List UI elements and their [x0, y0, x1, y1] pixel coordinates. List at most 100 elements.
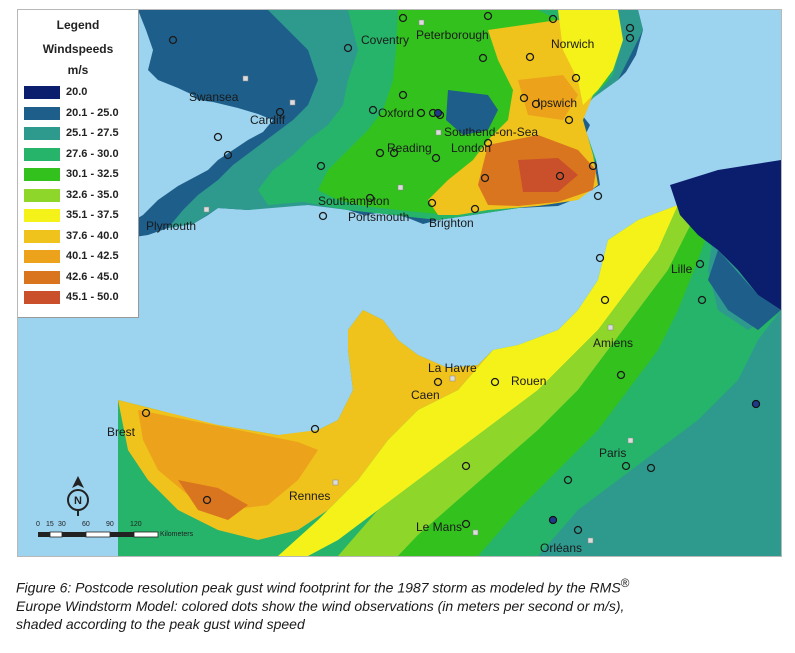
- observation-dot: [141, 408, 151, 418]
- city-marker: [397, 184, 404, 191]
- city-label-norwich: Norwich: [551, 37, 595, 51]
- legend-label: 37.6 - 40.0: [66, 229, 119, 242]
- observation-dot: [564, 115, 574, 125]
- map-canvas: [18, 10, 781, 556]
- caption-line-3: shaded according to the peak gust wind s…: [16, 615, 305, 632]
- caption-registered-mark: ®: [620, 577, 630, 590]
- legend-swatch: [24, 209, 60, 222]
- observation-dot: [595, 253, 605, 263]
- city-label-swansea: Swansea: [189, 90, 239, 104]
- city-marker: [435, 129, 442, 136]
- legend-row: 37.6 - 40.0: [24, 229, 136, 244]
- city-markers: [203, 19, 634, 544]
- observation-dot: [573, 525, 583, 535]
- belgium-low-wind-zone: [670, 160, 781, 310]
- observation-dot: [480, 173, 490, 183]
- observation-dot: [365, 193, 375, 203]
- city-label-southend: Southend-on-Sea: [444, 125, 539, 139]
- legend-subtitle: Windspeeds: [42, 42, 114, 56]
- city-label-cardiff: Cardiff: [250, 113, 286, 127]
- wind-footprint-map: Legend Windspeeds m/s 20.0 20.1 - 25.0 25.…: [17, 9, 782, 557]
- legend-label: 20.1 - 25.0: [66, 106, 119, 119]
- scale-tick-label: 120: [130, 521, 142, 528]
- city-marker: [418, 19, 425, 26]
- legend-title: Legend: [56, 18, 100, 32]
- northern-france-yellow-zone: [278, 205, 678, 556]
- north-arrow-icon: N: [67, 476, 89, 516]
- legend-swatch: [24, 86, 60, 99]
- observation-dot: [555, 171, 565, 181]
- scale-tick-label: 90: [106, 521, 114, 528]
- observation-dot: [375, 148, 385, 158]
- scale-tick-label: 30: [58, 521, 66, 528]
- observation-dot: [646, 463, 656, 473]
- city-label-brest: Brest: [107, 425, 136, 439]
- figure-caption: Figure 6: Postcode resolution peak gust …: [16, 575, 786, 633]
- city-label-london: London: [451, 141, 492, 155]
- observation-dot: [478, 53, 488, 63]
- scale-tick-label: 0: [36, 521, 40, 528]
- observation-dot: [461, 519, 471, 529]
- scale-tick-label: 60: [82, 521, 90, 528]
- legend-label: 35.1 - 37.5: [66, 209, 119, 221]
- observation-dot: [202, 495, 212, 505]
- scale-tick-label: 15: [46, 521, 54, 528]
- observation-dot: [427, 198, 437, 208]
- city-label-rennes: Rennes: [289, 489, 331, 503]
- legend-label: 42.6 - 45.0: [66, 270, 119, 283]
- legend-swatch: [24, 188, 60, 202]
- legend-label: 27.6 - 30.0: [66, 147, 119, 160]
- scale-unit-label: Kilometers: [160, 531, 194, 538]
- observation-dot: [563, 475, 573, 485]
- caption-line-2: Europe Windstorm Model: colored dots sho…: [16, 597, 625, 614]
- kent-red-core: [518, 158, 578, 192]
- city-marker: [449, 375, 456, 382]
- legend-label: 20.0: [66, 86, 88, 98]
- observation-dot: [310, 424, 320, 434]
- legend-swatch: [24, 270, 60, 284]
- legend-label: 25.1 - 27.5: [66, 127, 119, 139]
- observation-dot: [571, 73, 581, 83]
- city-label-southampton: Southampton: [318, 194, 390, 208]
- observation-dot: [433, 377, 443, 387]
- city-marker: [332, 479, 339, 486]
- observation-dot: [593, 191, 603, 201]
- legend-row: 42.6 - 45.0: [24, 270, 136, 285]
- observation-dot: [470, 204, 480, 214]
- city-label-reading: Reading: [387, 141, 432, 155]
- observation-dot: [431, 153, 441, 163]
- observation-dot: [625, 33, 635, 43]
- observation-dot: [549, 516, 557, 524]
- observation-dot: [368, 105, 378, 115]
- observation-dot: [625, 23, 635, 33]
- northern-france-green-zone: [398, 205, 718, 556]
- observation-dot: [213, 132, 223, 142]
- observation-dot: [223, 150, 233, 160]
- observation-dot: [389, 148, 399, 158]
- city-marker: [242, 75, 249, 82]
- observation-dot: [275, 107, 285, 117]
- city-marker: [203, 206, 210, 213]
- city-marker: [289, 99, 296, 106]
- observation-dot: [416, 108, 426, 118]
- observation-dot: [531, 99, 541, 109]
- observation-dot: [434, 109, 442, 117]
- observation-dot: [621, 461, 631, 471]
- legend-swatch: [24, 250, 60, 263]
- city-label-la-havre: La Havre: [428, 361, 477, 375]
- city-label-amiens: Amiens: [593, 336, 634, 350]
- ipswich-orange-zone: [518, 75, 578, 120]
- legend-label: 40.1 - 42.5: [66, 250, 119, 262]
- legend-row: 40.1 - 42.5: [24, 250, 136, 264]
- observation-dot: [168, 35, 178, 45]
- observation-dot: [752, 400, 760, 408]
- legend-row: 25.1 - 27.5: [24, 127, 136, 141]
- legend-row: 20.1 - 25.0: [24, 106, 136, 121]
- legend-row: 45.1 - 50.0: [24, 291, 136, 305]
- city-label-paris: Paris: [599, 446, 627, 460]
- observation-dot: [600, 295, 610, 305]
- city-label-rouen: Rouen: [511, 374, 547, 388]
- north-label: N: [74, 495, 82, 507]
- southeast-england-yellow-zone: [558, 10, 623, 105]
- city-marker: [472, 529, 479, 536]
